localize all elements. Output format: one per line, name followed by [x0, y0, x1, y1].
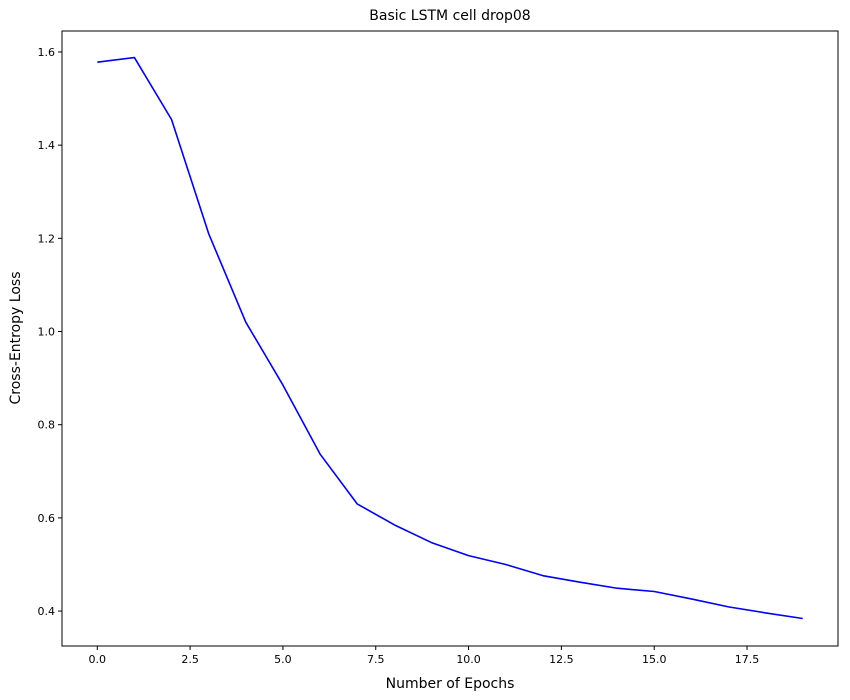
x-tick-label: 0.0 [89, 653, 107, 666]
chart-title: Basic LSTM cell drop08 [369, 8, 530, 24]
x-tick-label: 5.0 [274, 653, 292, 666]
x-tick-label: 10.0 [456, 653, 481, 666]
y-tick-label: 1.0 [38, 326, 56, 339]
y-tick-label: 1.6 [38, 46, 56, 59]
x-tick-label: 17.5 [735, 653, 760, 666]
y-tick-label: 0.6 [38, 512, 56, 525]
x-tick-label: 12.5 [549, 653, 574, 666]
x-tick-label: 15.0 [642, 653, 667, 666]
x-axis-label: Number of Epochs [386, 676, 515, 692]
plot-area-frame [61, 30, 839, 647]
y-axis-ticks: 0.4 0.6 0.8 1.0 1.2 1.4 1.6 [38, 46, 62, 618]
y-tick-label: 0.4 [38, 605, 56, 618]
y-tick-label: 1.2 [38, 232, 56, 245]
y-tick-label: 1.4 [38, 139, 56, 152]
series-layer [97, 56, 803, 620]
y-axis-label: Cross-Entropy Loss [8, 272, 24, 405]
y-tick-label: 0.8 [38, 419, 56, 432]
x-tick-label: 7.5 [367, 653, 385, 666]
series-line-0 [97, 56, 803, 620]
x-tick-label: 2.5 [181, 653, 199, 666]
x-axis-ticks: 0.0 2.5 5.0 7.5 10.0 12.5 15.0 17.5 [89, 646, 760, 666]
